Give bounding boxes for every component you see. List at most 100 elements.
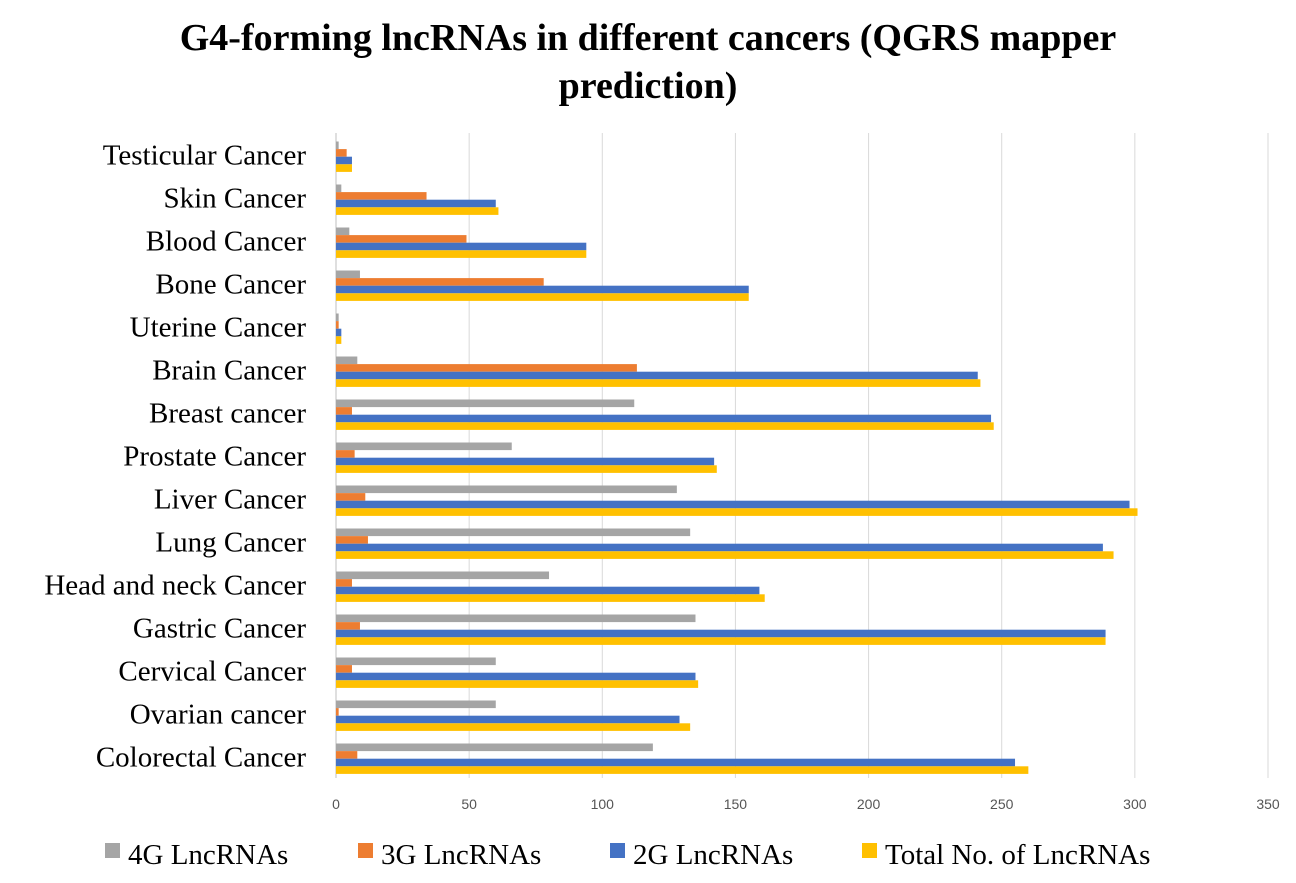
chart-title: G4-forming lncRNAs in different cancers … xyxy=(0,14,1296,110)
category-label: Lung Cancer xyxy=(155,527,306,559)
bar-4g-lncrnas-uterine-cancer xyxy=(336,313,339,322)
category-label: Cervical Cancer xyxy=(118,656,306,688)
bar-4g-lncrnas-head-and-neck-cancer xyxy=(336,571,550,580)
category-label: Colorectal Cancer xyxy=(96,742,306,774)
bar-3g-lncrnas-lung-cancer xyxy=(336,536,368,544)
legend-swatch-4g-lncrnas xyxy=(105,843,120,858)
bar-total-no-of-lncrnas-uterine-cancer xyxy=(336,336,342,344)
category-labels: Testicular Cancer Skin Cancer Blood Cancer… xyxy=(44,140,306,774)
bars xyxy=(336,141,1138,774)
bar-4g-lncrnas-colorectal-cancer xyxy=(336,743,653,752)
legend-label: 3G LncRNAs xyxy=(381,839,541,871)
bar-total-no-of-lncrnas-skin-cancer xyxy=(336,207,499,215)
legend-swatch-2g-lncrnas xyxy=(610,843,625,858)
bar-total-no-of-lncrnas-gastric-cancer xyxy=(336,637,1106,645)
bar-2g-lncrnas-colorectal-cancer xyxy=(336,758,1016,767)
chart-title-line-1: G4-forming lncRNAs in different cancers … xyxy=(179,17,1117,59)
category-label: Brain Cancer xyxy=(152,355,306,387)
bar-3g-lncrnas-skin-cancer xyxy=(336,192,427,200)
bar-total-no-of-lncrnas-liver-cancer xyxy=(336,508,1138,516)
category-label: Gastric Cancer xyxy=(133,613,306,645)
bar-4g-lncrnas-lung-cancer xyxy=(336,528,691,537)
bar-3g-lncrnas-ovarian-cancer xyxy=(336,708,339,716)
x-tick-label: 50 xyxy=(461,796,477,812)
bar-total-no-of-lncrnas-brain-cancer xyxy=(336,379,981,387)
bar-3g-lncrnas-bone-cancer xyxy=(336,278,544,286)
bar-3g-lncrnas-gastric-cancer xyxy=(336,622,360,630)
legend-swatch-total-no-of-lncrnas xyxy=(862,843,877,858)
category-label: Blood Cancer xyxy=(146,226,307,258)
bar-3g-lncrnas-head-and-neck-cancer xyxy=(336,579,352,587)
bar-4g-lncrnas-bone-cancer xyxy=(336,270,360,279)
x-tick-label: 300 xyxy=(1123,796,1147,812)
bar-2g-lncrnas-head-and-neck-cancer xyxy=(336,586,760,595)
category-label: Skin Cancer xyxy=(163,183,306,215)
legend-swatch-3g-lncrnas xyxy=(358,843,373,858)
bar-3g-lncrnas-liver-cancer xyxy=(336,493,366,501)
bar-3g-lncrnas-breast-cancer xyxy=(336,407,352,415)
bar-total-no-of-lncrnas-ovarian-cancer xyxy=(336,723,691,731)
bar-2g-lncrnas-ovarian-cancer xyxy=(336,715,680,724)
bar-3g-lncrnas-cervical-cancer xyxy=(336,665,352,673)
legend-label: Total No. of LncRNAs xyxy=(885,839,1150,871)
bar-total-no-of-lncrnas-head-and-neck-cancer xyxy=(336,594,765,602)
category-label: Testicular Cancer xyxy=(103,140,307,172)
legend: 4G LncRNAs 3G LncRNAs 2G LncRNAs Total No. … xyxy=(105,839,1150,871)
bar-total-no-of-lncrnas-colorectal-cancer xyxy=(336,766,1029,774)
x-tick-label: 100 xyxy=(591,796,615,812)
bar-3g-lncrnas-prostate-cancer xyxy=(336,450,355,458)
category-label: Bone Cancer xyxy=(155,269,306,301)
bar-3g-lncrnas-testicular-cancer xyxy=(336,149,347,157)
bar-4g-lncrnas-blood-cancer xyxy=(336,227,350,236)
bar-2g-lncrnas-prostate-cancer xyxy=(336,457,715,466)
bar-4g-lncrnas-breast-cancer xyxy=(336,399,635,408)
bar-3g-lncrnas-uterine-cancer xyxy=(336,321,339,329)
bar-2g-lncrnas-lung-cancer xyxy=(336,543,1103,552)
bar-3g-lncrnas-colorectal-cancer xyxy=(336,751,358,759)
bar-2g-lncrnas-cervical-cancer xyxy=(336,672,696,681)
bar-total-no-of-lncrnas-testicular-cancer xyxy=(336,164,352,172)
gridlines xyxy=(335,133,1269,778)
category-label: Ovarian cancer xyxy=(130,699,307,731)
bar-2g-lncrnas-testicular-cancer xyxy=(336,156,352,165)
x-tick-label: 250 xyxy=(990,796,1014,812)
x-tick-label: 350 xyxy=(1256,796,1280,812)
tick-labels: 0 50 100 150 200 250 300 350 xyxy=(332,796,1280,812)
category-label: Head and neck Cancer xyxy=(44,570,306,602)
bar-2g-lncrnas-gastric-cancer xyxy=(336,629,1106,638)
bar-4g-lncrnas-liver-cancer xyxy=(336,485,677,494)
bar-2g-lncrnas-brain-cancer xyxy=(336,371,978,380)
bar-2g-lncrnas-uterine-cancer xyxy=(336,328,342,337)
category-label: Breast cancer xyxy=(149,398,306,430)
chart-title-line-2: prediction) xyxy=(558,65,738,107)
legend-label: 2G LncRNAs xyxy=(633,839,793,871)
category-label: Uterine Cancer xyxy=(130,312,307,344)
bar-4g-lncrnas-cervical-cancer xyxy=(336,657,496,666)
bar-2g-lncrnas-breast-cancer xyxy=(336,414,992,423)
x-tick-label: 200 xyxy=(857,796,881,812)
bar-4g-lncrnas-ovarian-cancer xyxy=(336,700,496,709)
bar-4g-lncrnas-testicular-cancer xyxy=(336,141,339,150)
bar-4g-lncrnas-skin-cancer xyxy=(336,184,342,193)
bar-4g-lncrnas-gastric-cancer xyxy=(336,614,696,623)
bar-total-no-of-lncrnas-breast-cancer xyxy=(336,422,994,430)
bar-total-no-of-lncrnas-blood-cancer xyxy=(336,250,587,258)
category-label: Prostate Cancer xyxy=(123,441,306,473)
bar-total-no-of-lncrnas-cervical-cancer xyxy=(336,680,699,688)
category-label: Liver Cancer xyxy=(154,484,307,516)
bar-total-no-of-lncrnas-prostate-cancer xyxy=(336,465,717,473)
legend-label: 4G LncRNAs xyxy=(128,839,288,871)
x-tick-label: 150 xyxy=(724,796,748,812)
bar-2g-lncrnas-skin-cancer xyxy=(336,199,496,208)
bar-2g-lncrnas-liver-cancer xyxy=(336,500,1130,509)
x-tick-label: 0 xyxy=(332,796,340,812)
bar-4g-lncrnas-prostate-cancer xyxy=(336,442,512,451)
bar-3g-lncrnas-blood-cancer xyxy=(336,235,467,243)
bar-3g-lncrnas-brain-cancer xyxy=(336,364,637,372)
bar-4g-lncrnas-brain-cancer xyxy=(336,356,358,365)
bar-2g-lncrnas-blood-cancer xyxy=(336,242,587,251)
bar-2g-lncrnas-bone-cancer xyxy=(336,285,749,294)
bar-total-no-of-lncrnas-bone-cancer xyxy=(336,293,749,301)
bar-total-no-of-lncrnas-lung-cancer xyxy=(336,551,1114,559)
